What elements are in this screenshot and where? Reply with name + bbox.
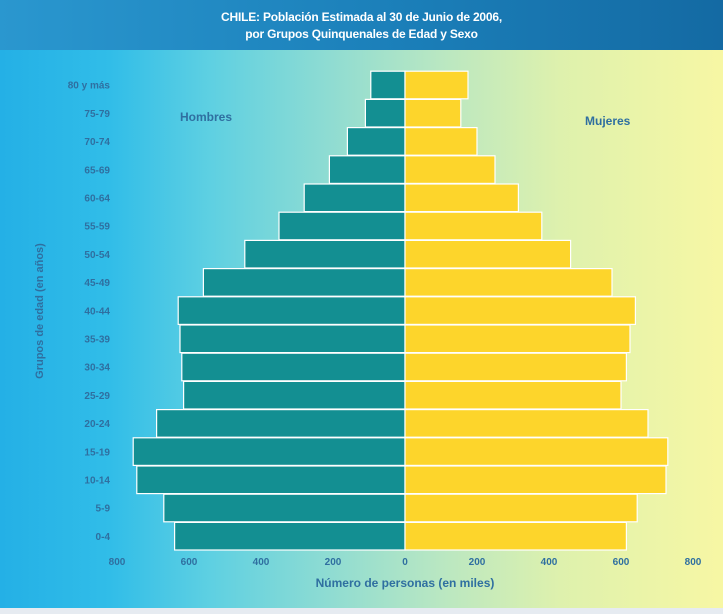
bar-hombres-20-24	[156, 409, 406, 438]
age-group-labels: 0-4 5-9 10-14 15-19 20-24 25-29 30-34 35-39 40-4…	[68, 81, 111, 543]
x-tick-label: 800	[685, 557, 702, 568]
bar-mujeres-50-54	[404, 239, 572, 269]
x-axis-title: Número de personas (en miles)	[316, 576, 495, 590]
age-label: 35-39	[84, 335, 110, 346]
bar-hombres-80-y-más	[370, 70, 406, 100]
bar-hombres-0-4	[174, 521, 406, 551]
x-tick-label: 200	[325, 557, 342, 568]
bar-hombres-15-19	[132, 437, 406, 466]
x-tick-label: 400	[541, 557, 558, 568]
age-label: 10-14	[84, 476, 110, 487]
y-axis-title: Grupos de edad (en años)	[34, 243, 46, 379]
bar-hombres-35-39	[179, 324, 406, 354]
x-tick-label: 800	[109, 557, 126, 568]
bar-hombres-65-69	[328, 155, 406, 185]
bar-mujeres-60-64	[404, 183, 520, 213]
bar-mujeres-55-59	[404, 211, 543, 241]
age-label: 0-4	[96, 532, 111, 543]
age-label: 45-49	[84, 278, 110, 289]
bar-mujeres-10-14	[404, 465, 667, 495]
age-label: 15-19	[84, 447, 110, 458]
x-tick-label: 400	[253, 557, 270, 568]
x-tick-label: 200	[469, 557, 486, 568]
age-label: 75-79	[84, 109, 110, 120]
bar-mujeres-25-29	[404, 380, 622, 410]
age-label: 40-44	[84, 306, 110, 317]
bar-mujeres-80-y-más	[404, 70, 469, 100]
bar-mujeres-20-24	[404, 409, 649, 438]
bar-hombres-25-29	[183, 380, 406, 410]
title-banner: CHILE: Población Estimada al 30 de Junio…	[0, 0, 723, 50]
bar-hombres-40-44	[177, 296, 406, 325]
bar-mujeres-75-79	[404, 98, 462, 128]
bar-mujeres-15-19	[404, 437, 669, 466]
age-label: 5-9	[96, 504, 111, 515]
bar-mujeres-30-34	[404, 352, 627, 382]
bar-hombres-10-14	[136, 465, 406, 495]
bar-hombres-75-79	[364, 98, 406, 128]
bottom-strip	[0, 608, 723, 614]
bar-mujeres-45-49	[404, 268, 613, 297]
legend-hombres: Hombres	[180, 110, 232, 124]
age-label: 65-69	[84, 165, 110, 176]
x-axis-tick-labels: 800 600 400 200 0 200 400 600 800	[109, 557, 702, 568]
age-label: 30-34	[84, 363, 110, 374]
male-bars	[132, 70, 406, 551]
age-label: 60-64	[84, 194, 110, 205]
age-label: 70-74	[84, 137, 110, 148]
age-label: 25-29	[84, 391, 110, 402]
age-label: 20-24	[84, 419, 110, 430]
bar-mujeres-40-44	[404, 296, 636, 325]
chart-title-line1: CHILE: Población Estimada al 30 de Junio…	[221, 10, 502, 24]
bar-mujeres-70-74	[404, 126, 478, 156]
female-bars	[404, 70, 669, 551]
bar-hombres-60-64	[303, 183, 406, 213]
chart-title-line2: por Grupos Quinquenales de Edad y Sexo	[245, 27, 478, 41]
bar-mujeres-35-39	[404, 324, 631, 354]
age-label: 55-59	[84, 222, 110, 233]
bar-hombres-45-49	[202, 268, 406, 297]
bar-hombres-50-54	[244, 239, 406, 269]
bar-hombres-30-34	[181, 352, 406, 382]
x-tick-label: 600	[613, 557, 630, 568]
legend-mujeres: Mujeres	[585, 114, 631, 128]
x-tick-label: 600	[181, 557, 198, 568]
bar-hombres-5-9	[163, 493, 406, 523]
bar-mujeres-5-9	[404, 493, 638, 523]
x-tick-label: 0	[402, 557, 408, 568]
bar-hombres-55-59	[278, 211, 406, 241]
bar-mujeres-65-69	[404, 155, 496, 185]
age-label: 50-54	[84, 250, 110, 261]
bar-mujeres-0-4	[404, 521, 627, 551]
bar-hombres-70-74	[346, 126, 406, 156]
age-label: 80 y más	[68, 81, 111, 92]
